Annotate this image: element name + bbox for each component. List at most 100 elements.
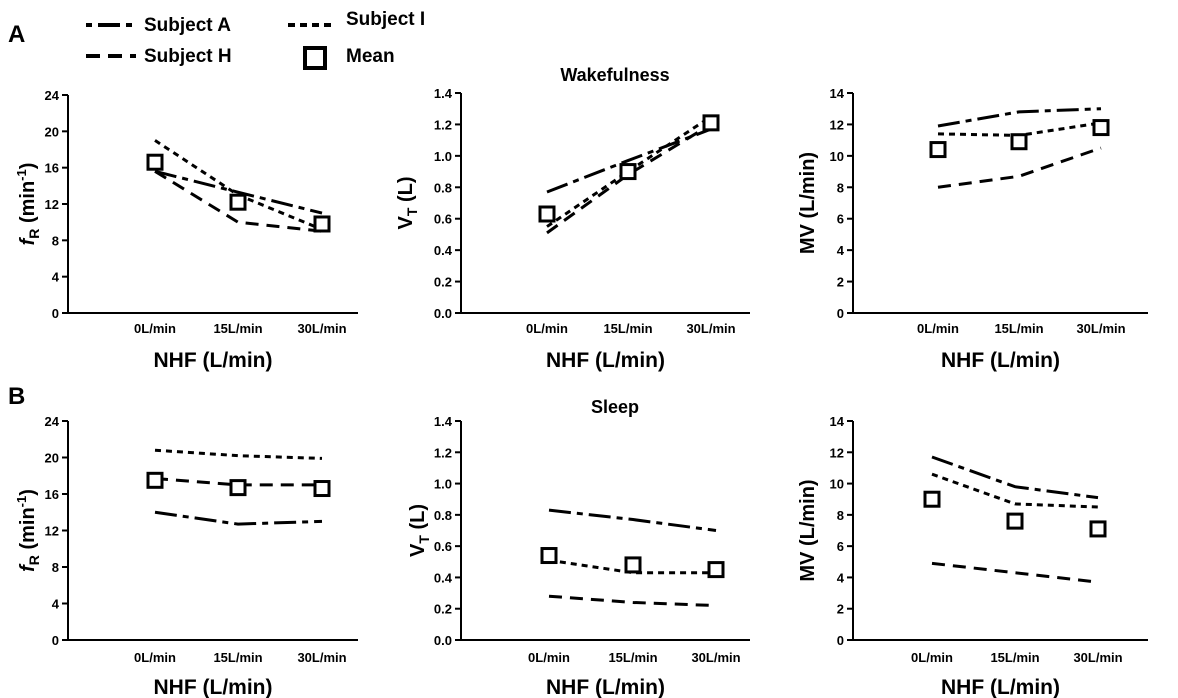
y-tick-label: 16 — [45, 161, 59, 176]
y-axis-label: VT (L) — [395, 177, 420, 230]
y-axis-label-close: ) — [17, 163, 39, 170]
x-tick-label: 30L/min — [1073, 650, 1122, 665]
y-tick-label: 8 — [52, 560, 59, 575]
mean-marker — [1010, 133, 1028, 151]
y-axis-label: fR (min-1) — [14, 489, 42, 572]
y-tick-label: 6 — [837, 539, 844, 554]
y-axis-label-main: f — [17, 563, 39, 572]
mean-marker — [229, 479, 247, 497]
y-tick-label: 10 — [830, 477, 844, 492]
y-axis-label: fR (min-1) — [14, 163, 42, 246]
chart-4: 0 4 8 12 16 20 24 0L/min 15L/min 30L/min NHF (L/mi… — [14, 414, 358, 698]
x-tick-label: 30L/min — [691, 650, 740, 665]
y-tick-label: 12 — [45, 197, 59, 212]
y-axis-label-main: V — [407, 543, 429, 557]
y-tick-label: 0 — [52, 306, 59, 321]
y-axis-label-sup: -1 — [14, 496, 29, 508]
series-line-subject-a — [937, 107, 1102, 128]
series-line-subject-i — [154, 448, 323, 460]
y-tick-label: 4 — [52, 270, 60, 285]
x-axis-label: NHF (L/min) — [154, 349, 273, 372]
x-axis-label: NHF (L/min) — [546, 676, 665, 698]
x-tick-label: 30L/min — [297, 650, 346, 665]
y-tick-label: 20 — [45, 124, 59, 139]
y-tick-label: 2 — [837, 275, 844, 290]
y-axis-label-tail: (L) — [395, 177, 417, 208]
y-tick-label: 12 — [830, 117, 844, 132]
y-axis-label-sub: R — [26, 555, 42, 565]
legend-label-subject-a: Subject A — [144, 15, 231, 36]
x-tick-label: 15L/min — [213, 321, 262, 336]
y-tick-label: 0 — [52, 633, 59, 648]
mean-marker — [538, 205, 556, 223]
y-tick-label: 1.4 — [434, 86, 453, 101]
chart-3: 0 2 4 6 8 10 12 14 0L/min 15L/min 30L/min NHF (L/mi… — [797, 86, 1148, 372]
mean-marker — [707, 561, 725, 579]
y-axis-label-tail: (L) — [407, 504, 429, 535]
x-tick-label: 15L/min — [994, 321, 1043, 336]
y-tick-label: 6 — [837, 212, 844, 227]
y-tick-label: 0.4 — [434, 243, 453, 258]
y-axis-label-sub: T — [404, 207, 420, 216]
y-tick-label: 20 — [45, 451, 59, 466]
x-tick-label: 15L/min — [990, 650, 1039, 665]
y-tick-label: 0.2 — [434, 275, 452, 290]
series-line-subject-a — [548, 508, 717, 532]
series-line-subject-a — [154, 510, 323, 526]
series-line-subject-h — [154, 170, 323, 233]
chart-5: 0.0 0.2 0.4 0.6 0.8 1.0 1.2 1.4 0L/min 15L/min 30L… — [407, 414, 750, 698]
mean-marker — [1006, 512, 1024, 530]
mean-marker — [313, 215, 331, 233]
legend-label-subject-h: Subject H — [144, 46, 232, 67]
mean-marker — [702, 114, 720, 132]
panel-title-wakefulness: Wakefulness — [560, 65, 669, 85]
series-line-subject-h — [154, 476, 322, 487]
panel-title-sleep: Sleep — [591, 397, 639, 417]
y-tick-label: 1.2 — [434, 117, 452, 132]
y-tick-label: 1.0 — [434, 149, 452, 164]
x-tick-label: 15L/min — [608, 650, 657, 665]
mean-marker — [929, 141, 947, 159]
y-axis-label-sub: R — [26, 229, 42, 239]
y-tick-label: 4 — [837, 243, 845, 258]
x-tick-label: 30L/min — [1076, 321, 1125, 336]
mean-marker — [1092, 119, 1110, 137]
y-tick-label: 12 — [830, 445, 844, 460]
y-tick-label: 1.4 — [434, 414, 453, 429]
panel-letter-b: B — [8, 383, 25, 410]
y-tick-label: 4 — [52, 597, 60, 612]
y-axis-label-main: MV (L/min) — [797, 152, 819, 254]
y-tick-label: 1.2 — [434, 445, 452, 460]
mean-marker — [624, 556, 642, 574]
y-axis-label-sup: -1 — [14, 169, 29, 181]
y-tick-label: 0 — [837, 633, 844, 648]
series-line-subject-h — [931, 561, 1099, 584]
series-line-subject-a — [546, 127, 712, 194]
y-tick-label: 1.0 — [434, 477, 452, 492]
y-axis-label: VT (L) — [407, 504, 432, 557]
x-tick-label: 0L/min — [528, 650, 570, 665]
y-tick-label: 0.6 — [434, 539, 452, 554]
y-tick-label: 4 — [837, 570, 845, 585]
mean-marker — [923, 490, 941, 508]
panel-letter-a: A — [8, 21, 25, 48]
x-tick-label: 15L/min — [213, 650, 262, 665]
legend: Subject A Subject I Subject H Mean — [86, 9, 425, 70]
y-tick-label: 8 — [52, 233, 59, 248]
y-tick-label: 14 — [830, 414, 845, 429]
mean-marker — [146, 153, 164, 171]
y-tick-label: 12 — [45, 524, 59, 539]
x-axis-label: NHF (L/min) — [154, 676, 273, 698]
x-axis-label: NHF (L/min) — [546, 349, 665, 372]
legend-swatch-mean — [303, 46, 327, 70]
y-tick-label: 8 — [837, 508, 844, 523]
y-tick-label: 0.4 — [434, 570, 453, 585]
y-tick-label: 8 — [837, 180, 844, 195]
y-tick-label: 14 — [830, 86, 845, 101]
y-axis-label-tail: (min — [17, 507, 39, 555]
mean-marker — [540, 547, 558, 565]
mean-marker — [229, 193, 247, 211]
y-tick-label: 16 — [45, 487, 59, 502]
